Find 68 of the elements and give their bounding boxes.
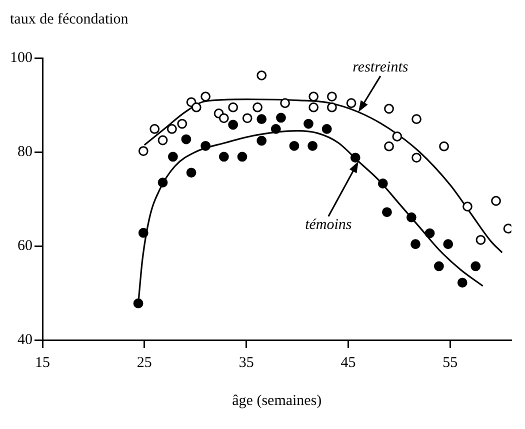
point — [406, 212, 416, 222]
y-tick-label: 100 — [10, 50, 32, 66]
point — [237, 152, 248, 162]
point — [158, 178, 168, 188]
point — [350, 152, 360, 163]
y-axis-title: taux de fécondation — [10, 11, 129, 28]
point — [304, 118, 314, 129]
point — [186, 168, 196, 178]
point — [177, 118, 188, 129]
point — [181, 134, 192, 144]
point — [308, 140, 318, 151]
x-tick-label: 35 — [238, 354, 254, 371]
point — [346, 98, 356, 108]
annotation: témoins — [305, 216, 352, 233]
x-tick-label: 15 — [35, 354, 50, 371]
point — [242, 113, 252, 124]
point — [150, 124, 160, 134]
point — [491, 196, 501, 206]
point — [158, 135, 168, 146]
point — [326, 102, 337, 112]
point — [191, 102, 202, 112]
point — [410, 239, 420, 250]
x-tick-label: 55 — [442, 354, 458, 371]
point — [138, 228, 148, 238]
point — [412, 114, 422, 124]
point — [439, 141, 449, 152]
point — [256, 70, 267, 80]
point — [276, 112, 286, 123]
point — [256, 114, 267, 124]
point — [384, 104, 394, 114]
point — [280, 98, 290, 108]
point — [228, 120, 238, 130]
point — [457, 278, 468, 288]
point — [138, 146, 148, 156]
point — [218, 152, 229, 162]
point — [412, 152, 422, 163]
x-tick-label: 45 — [340, 354, 356, 371]
point — [382, 207, 392, 218]
point — [256, 136, 267, 146]
point — [308, 102, 319, 112]
point — [462, 202, 472, 212]
point — [166, 124, 177, 134]
y-tick-label: 60 — [18, 238, 32, 254]
point — [200, 92, 211, 102]
point — [443, 239, 454, 250]
y-tick-label: 80 — [18, 144, 32, 160]
point — [228, 102, 238, 112]
point — [476, 234, 486, 245]
annotation: restreints — [352, 59, 408, 76]
x-tick-label: 25 — [136, 354, 152, 371]
x-axis-title: âge (semaines) — [232, 392, 322, 409]
point — [378, 178, 388, 188]
point — [289, 140, 300, 151]
point — [434, 261, 444, 272]
point — [384, 141, 394, 152]
point — [392, 132, 402, 142]
point — [252, 102, 262, 112]
point — [200, 140, 211, 151]
point — [326, 92, 337, 102]
point — [470, 261, 481, 272]
point — [308, 92, 319, 102]
point — [168, 152, 178, 162]
point — [218, 113, 229, 124]
point — [270, 124, 281, 134]
point — [322, 124, 332, 134]
y-tick-label: 40 — [18, 332, 32, 348]
point — [133, 298, 144, 308]
point — [424, 228, 435, 238]
